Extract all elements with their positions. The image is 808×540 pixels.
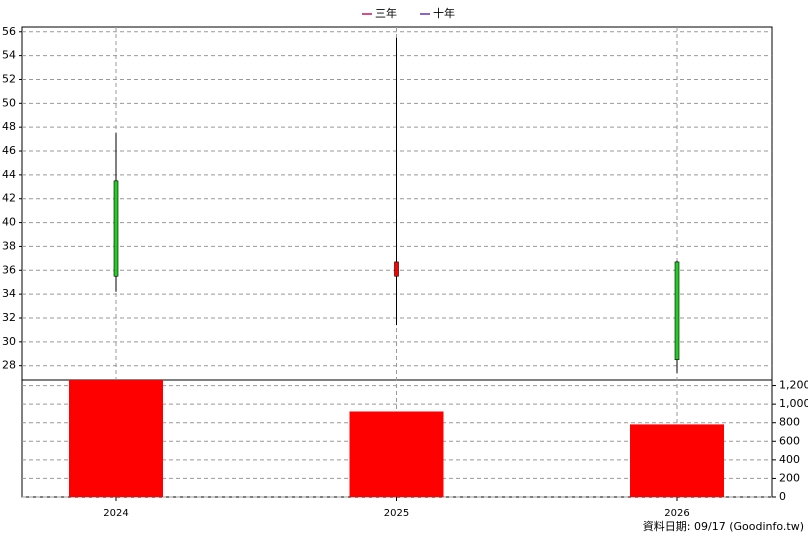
legend-label: 十年 — [433, 6, 455, 20]
y2-tick-label: 400 — [779, 453, 800, 466]
y-tick-label: 30 — [2, 335, 16, 348]
y2-tick-label: 200 — [779, 471, 800, 484]
volume-bar — [349, 411, 444, 497]
y2-tick-label: 1,000 — [779, 397, 808, 410]
y-tick-label: 56 — [2, 25, 16, 38]
x-tick-label: 2026 — [664, 508, 689, 519]
y-tick-label: 46 — [2, 144, 16, 157]
volume-bar — [630, 424, 724, 497]
y-tick-label: 44 — [2, 168, 16, 181]
y-tick-label: 52 — [2, 72, 16, 85]
legend-label: 三年 — [375, 6, 397, 20]
y-tick-label: 48 — [2, 120, 16, 133]
y-tick-label: 32 — [2, 311, 16, 324]
y2-tick-label: 600 — [779, 434, 800, 447]
candle-body — [674, 261, 680, 361]
candle-body — [394, 261, 399, 277]
y2-tick-label: 1,200 — [779, 379, 808, 392]
volume-bar — [69, 380, 163, 497]
y-tick-label: 38 — [2, 239, 16, 252]
x-tick-label: 2025 — [384, 508, 409, 519]
footer: 資料日期: 09/17 (Goodinfo.tw) — [643, 519, 804, 533]
y2-tick-label: 800 — [779, 416, 800, 429]
candle-body — [113, 180, 119, 277]
y2-tick-label: 0 — [779, 490, 786, 503]
y-tick-label: 36 — [2, 263, 16, 276]
y-tick-label: 40 — [2, 216, 16, 229]
y-tick-label: 28 — [2, 359, 16, 372]
y-tick-label: 50 — [2, 96, 16, 109]
y-tick-label: 34 — [2, 287, 16, 300]
y-tick-label: 54 — [2, 49, 16, 62]
y-tick-label: 42 — [2, 192, 16, 205]
x-tick-label: 2024 — [103, 508, 128, 519]
